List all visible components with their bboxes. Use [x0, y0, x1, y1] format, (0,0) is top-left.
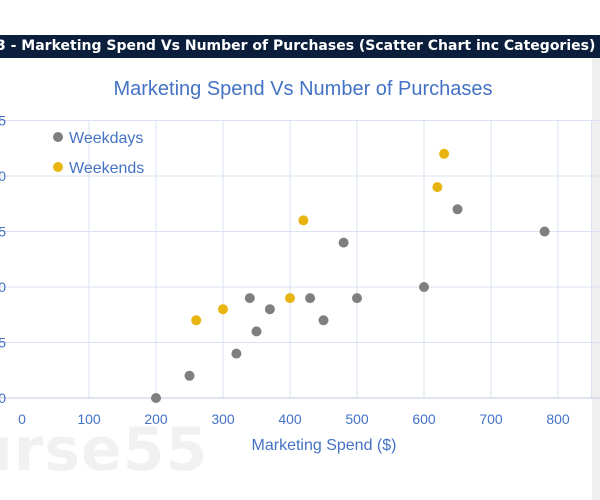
legend-marker-weekdays: [53, 132, 63, 142]
y-tick-label: 5: [0, 113, 6, 129]
x-tick-label: 800: [546, 411, 570, 427]
sheet-header-band: 3 - Marketing Spend Vs Number of Purchas…: [0, 35, 600, 58]
weekdays-point: [184, 370, 195, 381]
chart-right-edge: [592, 58, 600, 500]
weekends-point: [191, 315, 202, 326]
data-points: [151, 148, 550, 403]
weekdays-point: [352, 293, 362, 304]
weekends-point: [432, 182, 443, 193]
sheet-header-label: 3 - Marketing Spend Vs Number of Purchas…: [0, 38, 596, 54]
x-tick-label: 200: [144, 411, 168, 427]
x-tick-label: 700: [479, 411, 503, 427]
y-tick-label: 5: [0, 335, 6, 351]
weekends-point: [285, 293, 295, 304]
weekends-point: [439, 148, 450, 159]
weekdays-point: [539, 226, 550, 237]
y-tick-label: 5: [0, 224, 6, 240]
x-tick-label: 400: [278, 411, 302, 427]
weekdays-point: [264, 304, 275, 315]
weekdays-point: [419, 282, 429, 292]
x-tick-label: 600: [412, 411, 436, 427]
y-tick-label: 0: [0, 168, 6, 184]
weekdays-point: [318, 315, 329, 326]
weekends-point: [298, 215, 309, 226]
top-strip: [0, 0, 600, 24]
weekdays-point: [251, 326, 262, 337]
watermark-text: urse55: [0, 415, 209, 485]
chart-area: [0, 58, 600, 500]
weekends-point: [218, 304, 228, 315]
x-axis-title: Marketing Spend ($): [252, 437, 397, 454]
weekdays-point: [231, 348, 242, 359]
x-tick-label: 100: [77, 411, 101, 427]
tick-labels: 0 100 200 300 400 500 600 700 800 0 5 0 5 0 5: [0, 113, 570, 428]
legend-label-weekends: Weekends: [69, 160, 144, 177]
y-tick-label: 0: [0, 279, 6, 295]
x-tick-label: 300: [211, 411, 235, 427]
legend: Weekdays Weekends: [53, 130, 144, 177]
weekdays-point: [244, 293, 255, 304]
x-tick-label: 0: [18, 411, 26, 427]
weekdays-point: [338, 237, 349, 248]
legend-marker-weekends: [53, 162, 63, 172]
weekdays-point: [305, 293, 316, 304]
y-tick-label: 0: [0, 390, 6, 406]
x-tick-label: 500: [345, 411, 369, 427]
chart-title: Marketing Spend Vs Number of Purchases: [113, 78, 492, 100]
weekdays-point: [452, 204, 463, 215]
gridlines: [0, 120, 600, 399]
legend-label-weekdays: Weekdays: [69, 130, 143, 147]
weekdays-point: [151, 393, 161, 403]
